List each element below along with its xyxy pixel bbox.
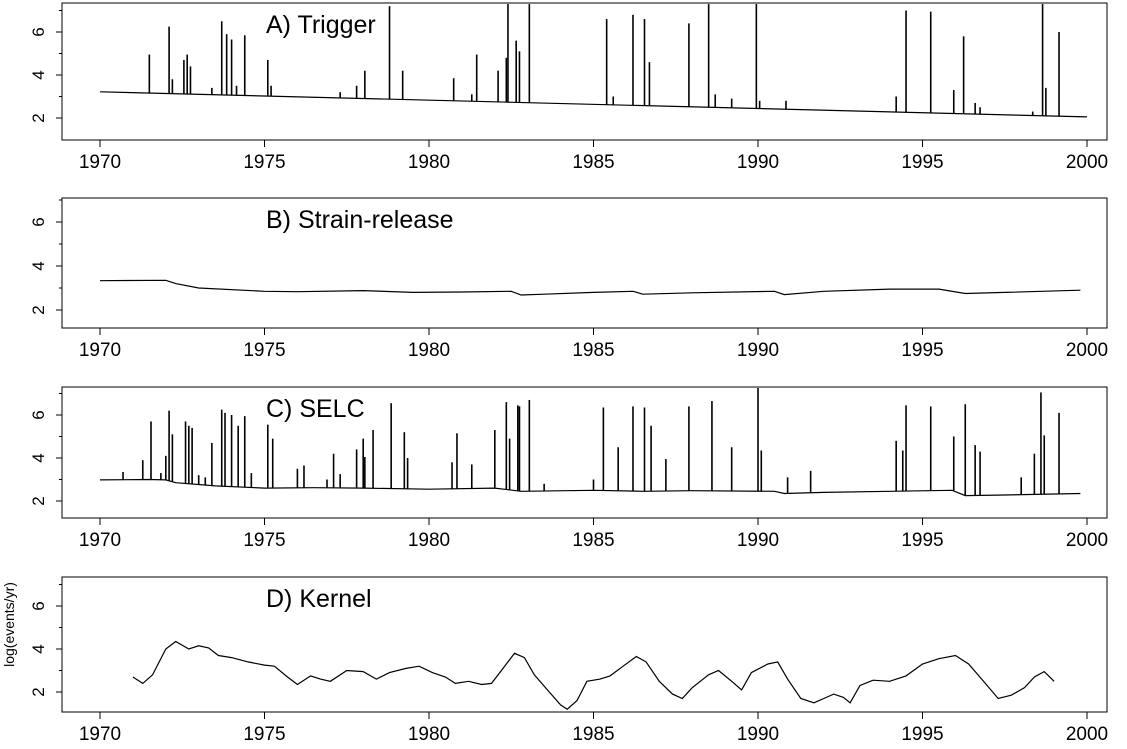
panel-title: B) Strain-release — [266, 206, 454, 234]
x-tick-label: 1980 — [408, 724, 450, 745]
x-tick-label: 1990 — [737, 152, 779, 173]
plot-frame — [61, 2, 1108, 141]
x-tick-label: 1985 — [572, 724, 614, 745]
x-tick-label: 1980 — [408, 530, 450, 551]
panel-d-kernel: 1970 1975 1980 1985 1990 1995 2000 2 4 6 log(event… — [1, 576, 1108, 745]
x-tick-label: 1975 — [243, 724, 285, 745]
panel-title: A) Trigger — [266, 11, 376, 39]
x-tick-label: 1990 — [737, 530, 779, 551]
x-tick-label: 1980 — [408, 340, 450, 361]
y-tick-label: 6 — [29, 410, 48, 419]
x-tick-label: 2000 — [1066, 724, 1108, 745]
x-tick-label: 1980 — [408, 152, 450, 173]
x-tick-label: 1985 — [572, 340, 614, 361]
x-tick-label: 1975 — [243, 340, 285, 361]
x-tick-label: 1985 — [572, 152, 614, 173]
y-tick-label: 2 — [29, 496, 48, 505]
baseline-series — [99, 478, 1081, 497]
x-tick-label: 2000 — [1066, 530, 1108, 551]
panel-b-strain-release: 1970 1975 1980 1985 1990 1995 2000 2 4 6 B) Strain… — [29, 197, 1108, 361]
x-tick-label: 1985 — [572, 530, 614, 551]
y-tick-label: 2 — [29, 113, 48, 122]
y-tick-label: 6 — [29, 601, 48, 610]
x-tick-label: 1995 — [901, 724, 943, 745]
x-tick-label: 1990 — [737, 724, 779, 745]
panel-c-selc: 1970 1975 1980 1985 1990 1995 2000 2 4 6 C) SELC — [29, 386, 1108, 551]
intensity-series — [99, 279, 1081, 296]
x-tick-label: 2000 — [1066, 340, 1108, 361]
x-tick-label: 2000 — [1066, 152, 1108, 173]
x-tick-label: 1970 — [79, 340, 121, 361]
baseline-series — [99, 91, 1088, 118]
plot-frame — [61, 197, 1108, 329]
intensity-series — [132, 640, 1055, 710]
plot-frame — [61, 576, 1108, 713]
panel-title: C) SELC — [266, 395, 365, 423]
x-tick-label: 1995 — [901, 152, 943, 173]
y-tick-label: 4 — [29, 261, 48, 270]
x-tick-label: 1970 — [79, 724, 121, 745]
y-tick-label: 6 — [29, 217, 48, 226]
y-tick-label: 2 — [29, 305, 48, 314]
y-tick-label: 4 — [29, 453, 48, 462]
y-tick-label: 6 — [29, 27, 48, 36]
x-tick-label: 1970 — [79, 152, 121, 173]
panel-a-trigger: 1970 1975 1980 1985 1990 1995 2000 2 4 6 A) Trigge… — [29, 2, 1108, 173]
y-tick-label: 2 — [29, 687, 48, 696]
plot-frame — [61, 386, 1108, 519]
x-tick-label: 1975 — [243, 152, 285, 173]
y-axis-label: log(events/yr) — [1, 582, 17, 667]
x-tick-label: 1995 — [901, 340, 943, 361]
y-tick-label: 4 — [29, 70, 48, 79]
x-tick-label: 1970 — [79, 530, 121, 551]
y-tick-label: 4 — [29, 644, 48, 653]
panel-title: D) Kernel — [266, 585, 372, 613]
x-tick-label: 1995 — [901, 530, 943, 551]
x-tick-label: 1975 — [243, 530, 285, 551]
x-tick-label: 1990 — [737, 340, 779, 361]
